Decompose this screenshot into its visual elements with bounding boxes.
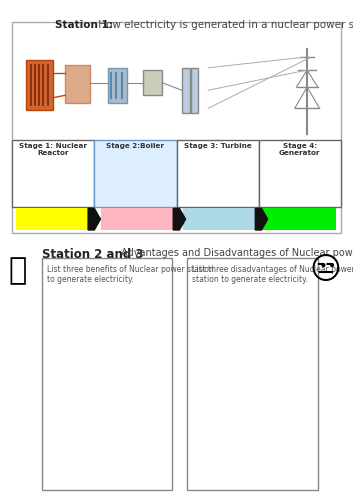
Text: 😒: 😒: [310, 256, 342, 285]
Text: 👍: 👍: [9, 256, 27, 285]
Bar: [12, 22, 341, 233]
Polygon shape: [173, 208, 186, 230]
Bar: [65, 65, 90, 103]
Bar: [262, 208, 336, 230]
Text: Station 1:: Station 1:: [55, 20, 113, 30]
Text: How electricity is generated in a nuclear power station: How electricity is generated in a nuclea…: [95, 20, 353, 30]
Bar: [42, 258, 172, 490]
Polygon shape: [255, 208, 268, 230]
Bar: [258, 140, 341, 207]
Text: Advantages and Disadvantages of Nuclear power: Advantages and Disadvantages of Nuclear …: [118, 248, 353, 258]
Text: Station 2 and 3: Station 2 and 3: [42, 248, 143, 260]
Bar: [143, 70, 162, 95]
Text: Stage 4:
Generator: Stage 4: Generator: [279, 142, 321, 156]
Text: List three benefits of Nuclear power station
to generate electricity.: List three benefits of Nuclear power sta…: [47, 265, 214, 284]
Bar: [182, 68, 190, 113]
Text: List three disadvantages of Nuclear power
station to generate electricity.: List three disadvantages of Nuclear powe…: [192, 265, 353, 284]
Polygon shape: [88, 208, 101, 230]
Bar: [191, 68, 198, 113]
Text: Stage 3: Turbine: Stage 3: Turbine: [184, 142, 251, 148]
Bar: [183, 208, 255, 230]
Bar: [16, 208, 88, 230]
Bar: [12, 140, 95, 207]
Bar: [95, 140, 176, 207]
Text: Stage 1: Nuclear
Reactor: Stage 1: Nuclear Reactor: [19, 142, 88, 156]
Bar: [26, 60, 53, 110]
Text: Stage 2:Boiler: Stage 2:Boiler: [107, 142, 164, 148]
Bar: [187, 258, 318, 490]
Bar: [108, 68, 127, 103]
Bar: [176, 140, 258, 207]
Bar: [101, 208, 173, 230]
